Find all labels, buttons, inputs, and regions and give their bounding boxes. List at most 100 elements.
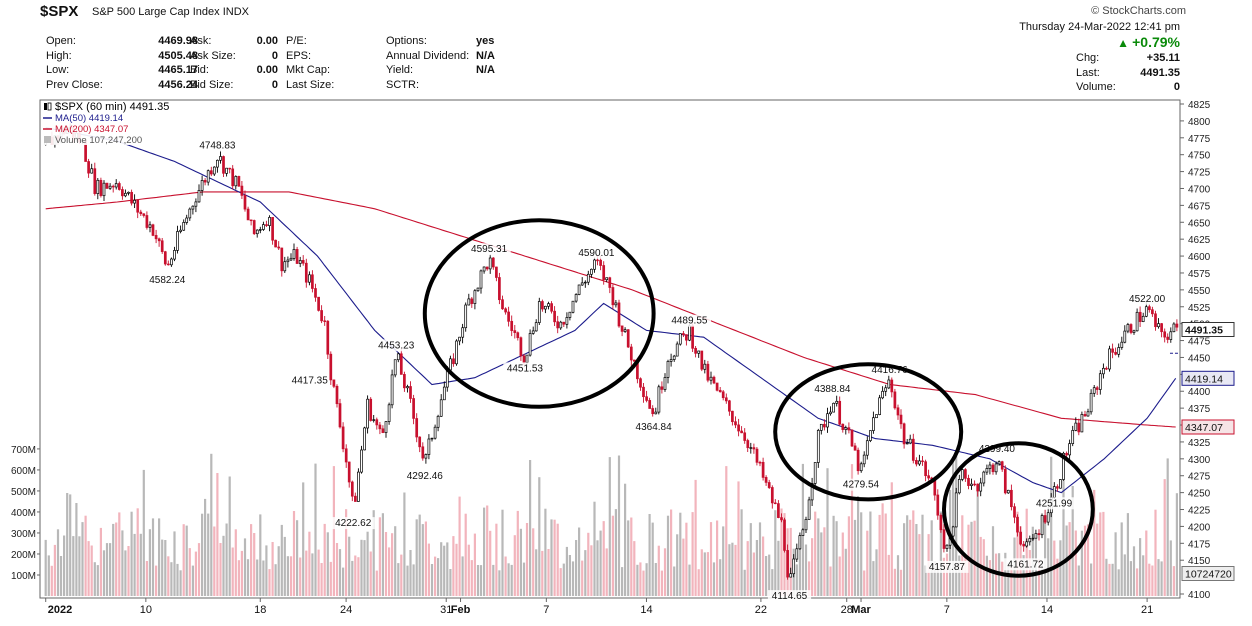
last-value-text: 4347.07: [1185, 422, 1223, 434]
candle-body: [813, 462, 817, 484]
candle-body: [939, 514, 943, 531]
candle-body: [663, 377, 667, 390]
volume-bar: [1157, 559, 1160, 596]
volume-bar: [286, 556, 289, 596]
volume-bar: [59, 556, 63, 596]
volume-bar: [234, 529, 237, 596]
price-tick-label: 4100: [1188, 590, 1211, 601]
volume-bar: [372, 510, 375, 596]
volume-bar: [617, 455, 621, 596]
volume-bar: [483, 507, 486, 596]
volume-bar: [360, 539, 363, 596]
volume-bar: [663, 548, 667, 596]
volume-bar: [289, 556, 293, 596]
volume-bar: [225, 523, 228, 596]
candle-body: [786, 550, 789, 578]
candle-body: [660, 386, 664, 390]
quote-label: Options:: [386, 35, 427, 47]
price-tick-label: 4375: [1188, 404, 1211, 415]
volume-bar: [237, 560, 240, 596]
price-label-bg: [467, 243, 511, 256]
volume-bar: [685, 522, 688, 596]
volume-bar: [510, 564, 513, 596]
candle-body: [596, 259, 599, 262]
volume-bar: [896, 555, 900, 596]
volume-bar: [538, 477, 541, 596]
candle-body: [378, 424, 382, 430]
quote-label: Mkt Cap:: [286, 64, 331, 77]
candle-body: [1019, 531, 1022, 545]
volume-bar: [1172, 566, 1175, 596]
volume-bar: [826, 468, 829, 596]
volume-bar: [1040, 562, 1044, 596]
quote-col-1: Open: 4469.98 High: 4505.48 Low: 4465.17 Prev …: [46, 34, 198, 92]
candle-body: [455, 340, 458, 365]
volume-bar: [443, 545, 446, 596]
volume-bar: [105, 543, 109, 596]
candle-body: [537, 301, 541, 323]
volume-bar: [1145, 530, 1148, 596]
volume-bar: [1105, 558, 1108, 596]
volume-bar: [204, 498, 207, 596]
volume-bar: [798, 548, 801, 596]
volume-bar: [338, 549, 342, 596]
volume-bar: [673, 566, 676, 596]
price-tick-label: 4175: [1188, 539, 1211, 550]
volume-bar: [1123, 554, 1126, 596]
price-tick-label: 4575: [1188, 269, 1211, 280]
volume-bar: [893, 568, 896, 596]
price-label-bg: [331, 517, 375, 530]
candle-body: [1148, 306, 1151, 311]
volume-bar: [1175, 493, 1178, 596]
candle-body: [749, 447, 753, 449]
candle-body: [810, 483, 814, 501]
volume-bar: [918, 534, 921, 596]
candle-body: [617, 302, 621, 327]
candle-body: [442, 386, 446, 401]
candle-body: [222, 156, 225, 174]
price-annotation: 4114.65: [772, 591, 808, 602]
quote-row: Annual Dividend: N/A: [386, 49, 495, 64]
volume-bar: [299, 557, 302, 596]
volume-bar: [78, 536, 81, 596]
candle-body: [1046, 512, 1050, 523]
volume-bar: [213, 526, 216, 596]
volume-bar: [860, 512, 863, 596]
candle-body: [234, 176, 238, 187]
candle-body: [363, 427, 366, 451]
volume-bar: [857, 496, 860, 596]
candle-body: [409, 386, 412, 399]
volume-bar: [899, 569, 903, 596]
quote-col-4: Options: yes Annual Dividend: N/A Yield: N/A S…: [386, 34, 495, 92]
volume-bar: [342, 567, 345, 596]
candle-body: [893, 391, 897, 409]
quote-right: Thursday 24-Mar-2022 12:41 pm ▲ +0.79% C…: [1019, 20, 1180, 95]
volume-bar: [109, 543, 112, 596]
volume-bar: [486, 505, 489, 596]
volume-bar: [1056, 558, 1059, 596]
volume-bar: [734, 544, 737, 596]
candle-body: [531, 330, 535, 334]
volume-bar: [412, 564, 415, 596]
volume-bar: [326, 532, 329, 596]
price-chart: 4100415041754200422542504275430043254350…: [0, 95, 1252, 621]
candle-body: [323, 320, 327, 322]
volume-bar: [93, 562, 96, 596]
price-label-bg: [667, 314, 711, 327]
legend-bg: [41, 101, 201, 145]
candle-body: [731, 410, 734, 423]
candle-body: [1129, 324, 1133, 333]
candle-body: [982, 471, 986, 484]
volume-bar: [369, 551, 372, 596]
candle-body: [387, 404, 391, 422]
candle-body: [513, 330, 517, 333]
volume-bar: [207, 513, 210, 596]
quote-label: Annual Dividend:: [386, 49, 470, 62]
volume-bar: [1108, 563, 1111, 596]
brand-link[interactable]: © StockCharts.com: [1091, 5, 1186, 17]
volume-bar: [722, 526, 725, 596]
candle-body: [170, 258, 173, 266]
volume-bar: [323, 523, 326, 596]
candle-body: [203, 180, 207, 183]
candle-body: [1117, 347, 1121, 355]
